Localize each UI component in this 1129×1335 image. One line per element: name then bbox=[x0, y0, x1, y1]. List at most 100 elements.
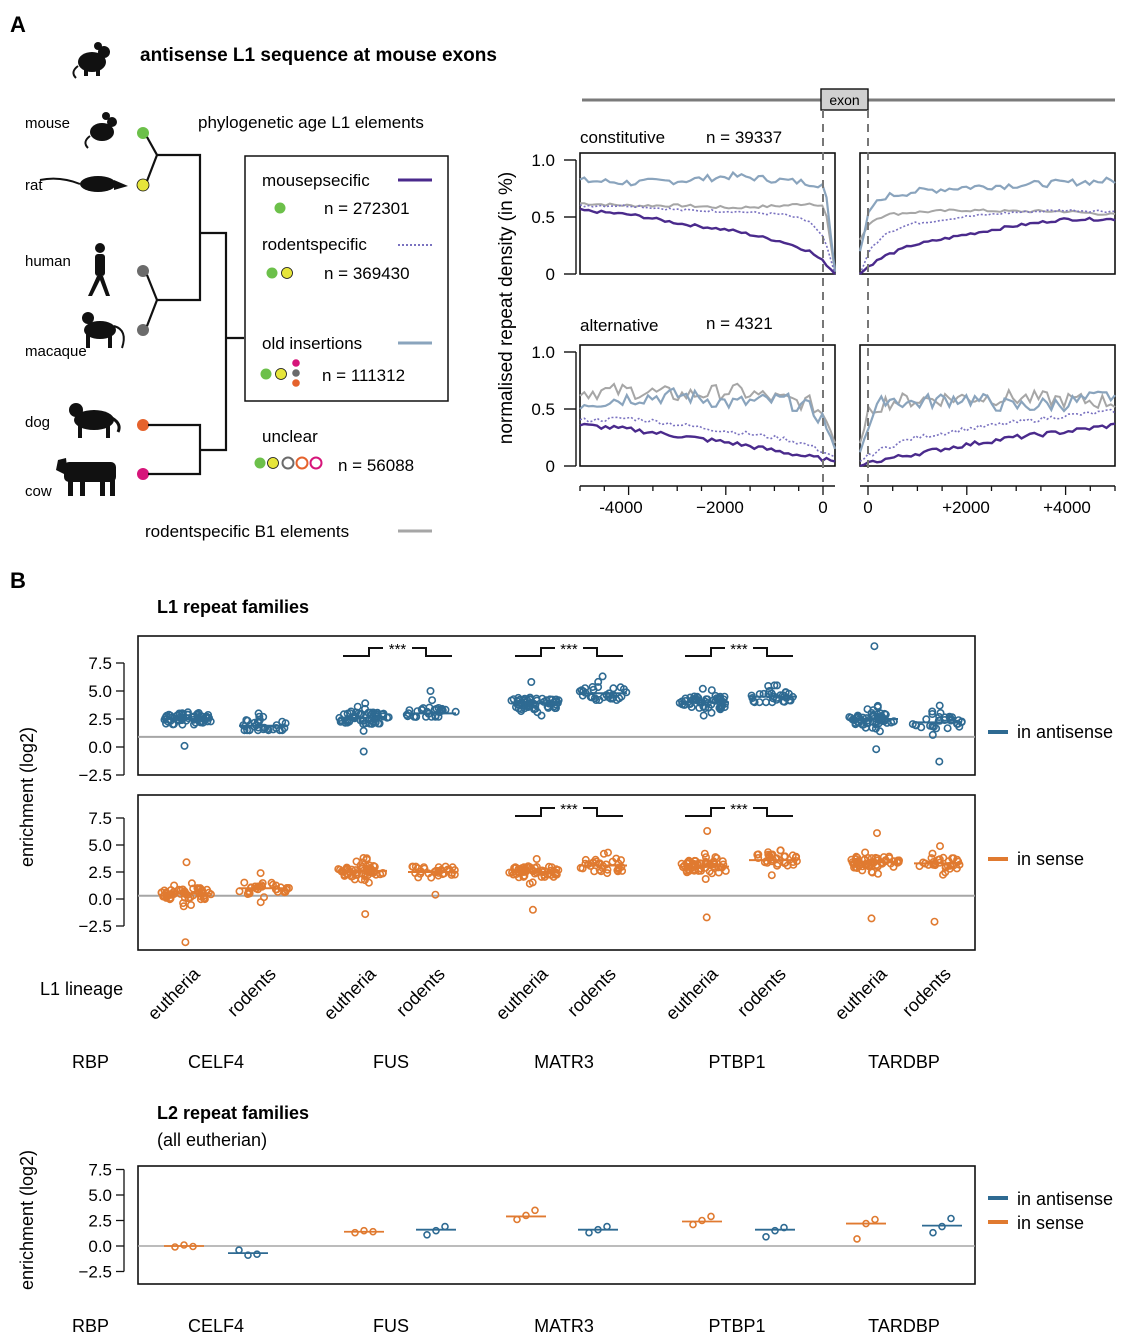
data-point bbox=[581, 855, 590, 864]
data-point bbox=[700, 849, 709, 858]
data-point bbox=[182, 858, 191, 867]
bracket-right bbox=[583, 647, 623, 657]
data-point bbox=[935, 701, 944, 710]
bracket-left bbox=[343, 647, 383, 657]
density-series-line bbox=[580, 202, 836, 272]
data-point bbox=[936, 708, 945, 717]
data-point bbox=[244, 1251, 252, 1259]
density-box-const-upstream bbox=[579, 152, 836, 275]
tick-label: 1.0 bbox=[531, 151, 555, 170]
legend-rodentspecific-n: n = 369430 bbox=[324, 264, 410, 283]
density-series-line bbox=[579, 422, 836, 463]
data-point bbox=[361, 910, 370, 919]
data-point bbox=[537, 711, 546, 720]
dot-rat bbox=[136, 178, 150, 192]
data-point bbox=[183, 708, 192, 717]
lineage-tick-label: eutheria bbox=[320, 963, 381, 1024]
rbp-celf4: CELF4 bbox=[188, 1052, 244, 1072]
significance-label: *** bbox=[560, 641, 578, 658]
legend-mouse-dot bbox=[266, 267, 278, 279]
data-point bbox=[872, 745, 881, 754]
data-point bbox=[347, 707, 356, 716]
data-point bbox=[180, 741, 189, 750]
data-point bbox=[944, 857, 953, 866]
tick-label: −2.5 bbox=[78, 1263, 112, 1282]
data-point bbox=[256, 898, 265, 907]
data-point bbox=[750, 698, 759, 707]
mouse-icon bbox=[84, 112, 117, 149]
data-point bbox=[946, 716, 955, 725]
tick-label: 2.5 bbox=[88, 1212, 112, 1231]
l2-title: L2 repeat families bbox=[157, 1103, 309, 1123]
data-point bbox=[917, 723, 926, 732]
data-point bbox=[780, 1223, 788, 1232]
density-box-alt-upstream bbox=[579, 344, 836, 467]
constitutive-label: constitutive bbox=[580, 128, 665, 147]
lineage-tick-label: rodents bbox=[898, 964, 955, 1021]
dot-cow bbox=[137, 468, 149, 480]
data-point bbox=[271, 885, 280, 894]
data-point bbox=[928, 849, 937, 858]
density-series-line bbox=[579, 387, 837, 450]
legend-sense-label: in sense bbox=[1017, 849, 1084, 869]
lineage-tick-label: rodents bbox=[563, 964, 620, 1021]
human-icon bbox=[88, 243, 110, 296]
lineage-tick-label: rodents bbox=[733, 964, 790, 1021]
data-point bbox=[513, 1215, 521, 1224]
tick-label: −2.5 bbox=[78, 917, 112, 936]
data-point bbox=[588, 682, 597, 691]
rbp-ptbp1: PTBP1 bbox=[708, 1316, 765, 1335]
data-point bbox=[187, 900, 196, 909]
data-point bbox=[256, 869, 265, 878]
density-series-line bbox=[579, 382, 836, 444]
l1-sense-box bbox=[137, 794, 976, 951]
legend-antisense-label: in antisense bbox=[1017, 1189, 1113, 1209]
data-point bbox=[935, 712, 944, 721]
tick-label: −2000 bbox=[696, 498, 744, 517]
data-point bbox=[278, 726, 287, 735]
tick-label: 7.5 bbox=[88, 809, 112, 828]
data-point bbox=[696, 864, 705, 873]
density-series-line bbox=[859, 208, 1116, 241]
b1-label: rodentspecific B1 elements bbox=[145, 522, 349, 541]
data-point bbox=[341, 718, 350, 727]
density-box-alt-downstream bbox=[859, 344, 1116, 467]
data-point bbox=[374, 719, 383, 728]
legend-mousespecific-n: n = 272301 bbox=[324, 199, 410, 218]
density-series-line bbox=[859, 408, 1116, 463]
data-point bbox=[592, 695, 601, 704]
data-point bbox=[525, 863, 534, 872]
data-point bbox=[760, 858, 769, 867]
data-point bbox=[603, 869, 612, 878]
density-lines bbox=[579, 170, 1116, 468]
data-point bbox=[608, 694, 617, 703]
data-point bbox=[179, 902, 188, 911]
data-point bbox=[934, 716, 943, 725]
data-point bbox=[162, 893, 171, 902]
data-point bbox=[432, 1226, 440, 1235]
legend-old-n: n = 111312 bbox=[322, 366, 405, 385]
data-point bbox=[432, 866, 441, 875]
dot-human bbox=[137, 265, 149, 277]
rbp-fus: FUS bbox=[373, 1316, 409, 1335]
data-point bbox=[359, 747, 368, 756]
data-point bbox=[613, 867, 622, 876]
data-point bbox=[190, 720, 199, 729]
phylo-header: phylogenetic age L1 elements bbox=[198, 113, 424, 132]
significance-label: *** bbox=[560, 801, 578, 818]
data-point bbox=[871, 1215, 879, 1224]
data-point bbox=[867, 914, 876, 923]
data-point bbox=[861, 848, 870, 857]
data-point bbox=[893, 856, 902, 865]
data-point bbox=[182, 716, 191, 725]
legend-rat-dot bbox=[275, 368, 287, 380]
density-box-const-downstream bbox=[859, 152, 1116, 275]
l1-antisense-box bbox=[137, 635, 976, 776]
legend-old-label: old insertions bbox=[262, 334, 362, 353]
data-point bbox=[440, 869, 449, 878]
data-point bbox=[764, 848, 773, 857]
data-point bbox=[275, 726, 284, 735]
density-series-line bbox=[579, 207, 836, 275]
data-point bbox=[595, 695, 604, 704]
